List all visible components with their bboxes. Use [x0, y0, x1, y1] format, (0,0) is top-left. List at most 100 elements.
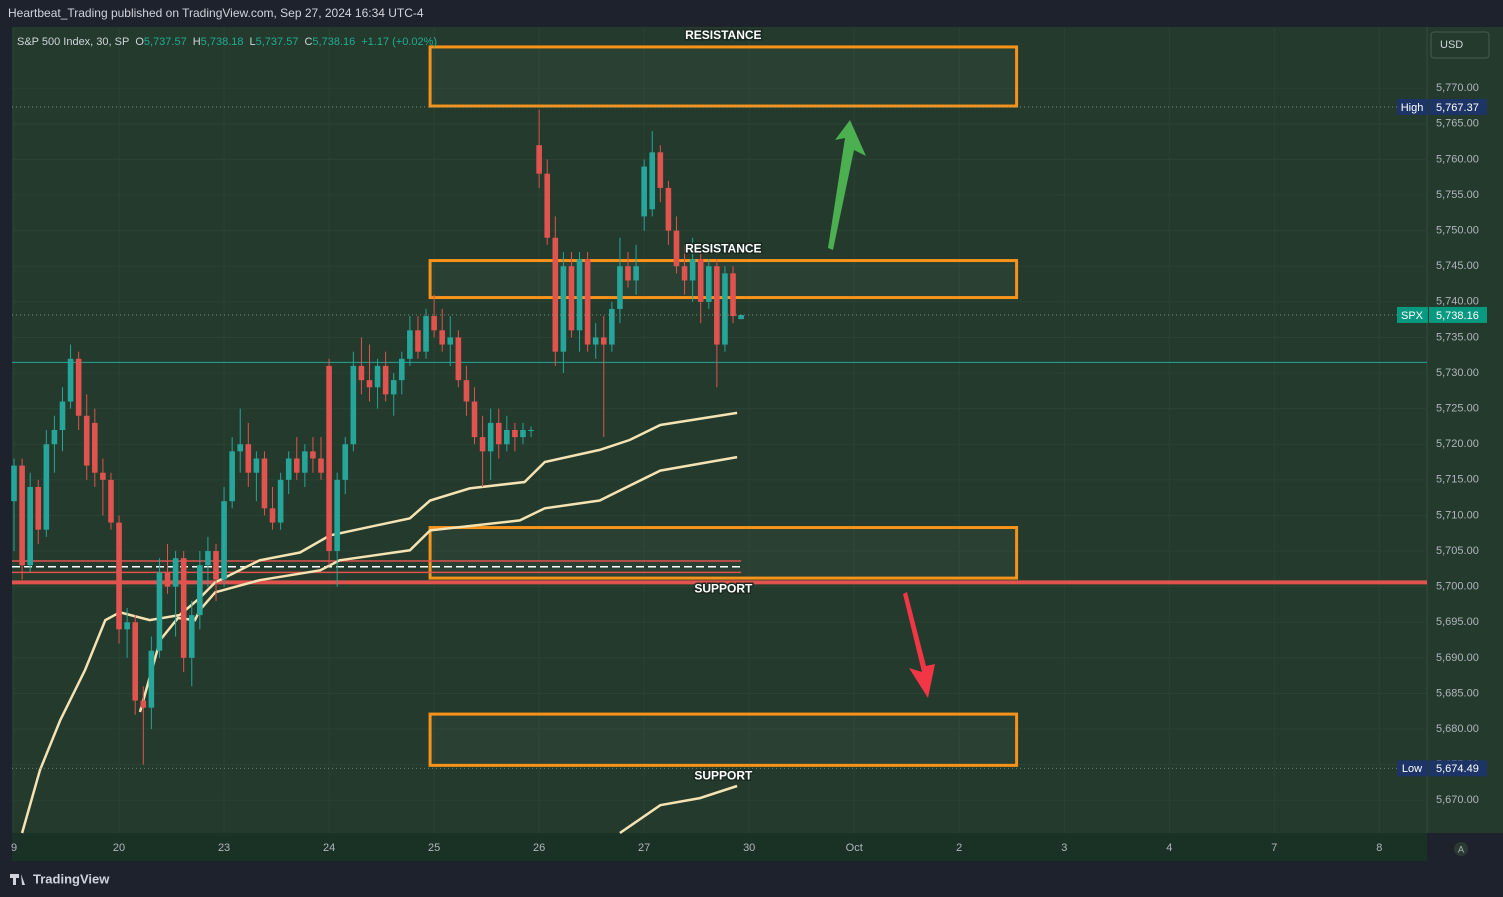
price-tag-name-bg [1397, 760, 1428, 777]
candle-body [544, 173, 551, 238]
price-tag-name-bg [1397, 306, 1428, 323]
candle-body [681, 266, 688, 281]
candle-body [277, 479, 284, 523]
candle-body [310, 451, 316, 459]
x-tick-label: 4 [1166, 842, 1172, 854]
x-tick-label: Oct [846, 842, 863, 854]
x-tick-label: 9 [11, 842, 17, 854]
candle-body [689, 259, 696, 281]
candle-body [738, 314, 744, 320]
y-tick-label: 5,710.00 [1436, 509, 1479, 521]
band-line [619, 784, 738, 835]
y-tick-label: 5,715.00 [1436, 474, 1479, 486]
candle-body [67, 358, 74, 402]
price-tag [1429, 760, 1487, 777]
candle-body [431, 316, 437, 331]
candle-body [245, 444, 252, 473]
candle-body [439, 330, 445, 345]
candle-body [334, 479, 340, 552]
y-tick-label: 5,730.00 [1436, 367, 1479, 379]
candle-body [293, 458, 300, 473]
candle-body [326, 365, 332, 552]
candle-body [213, 551, 219, 580]
candle-body [92, 422, 98, 473]
time-axis [12, 833, 1427, 861]
zone [428, 712, 1019, 767]
candle-body [27, 486, 33, 566]
x-tick-label: 2 [956, 842, 962, 854]
band-line [20, 411, 738, 834]
candle-body [11, 465, 17, 502]
y-tick-label: 5,750.00 [1436, 225, 1479, 237]
candle-body [592, 337, 599, 345]
x-tick-label: 20 [113, 842, 125, 854]
candle-body [487, 422, 494, 452]
candle-body [479, 437, 486, 452]
footer: TradingView [33, 871, 110, 886]
candle-body [132, 622, 139, 701]
candle-body [714, 266, 720, 345]
candle-body [366, 380, 373, 388]
x-tick-label: 8 [1376, 842, 1382, 854]
candle-body [697, 259, 704, 302]
zone [428, 45, 1019, 108]
y-tick-label: 5,735.00 [1436, 331, 1479, 343]
candle-body [180, 558, 187, 658]
x-tick-label: 30 [743, 842, 755, 854]
candle-body [520, 430, 526, 438]
candle-body [560, 266, 567, 352]
candle-body [253, 458, 260, 473]
price-tag-value: 5,738.16 [1436, 310, 1479, 322]
currency[interactable]: USD [1440, 39, 1463, 51]
price-tag-name: Low [1402, 763, 1422, 775]
auto-button[interactable] [1454, 842, 1468, 856]
y-tick-label: 5,695.00 [1436, 616, 1479, 628]
price-tag-name: High [1401, 102, 1424, 114]
candle-body [617, 266, 623, 309]
zone-label: SUPPORT [694, 769, 753, 783]
candle-body [382, 365, 389, 395]
x-tick-label: 27 [638, 842, 650, 854]
candle-body [302, 451, 308, 473]
candle-body [116, 522, 122, 630]
candle-body [43, 444, 50, 530]
zone-label: SUPPORT [694, 581, 753, 595]
logo [10, 874, 25, 885]
legend-o-text: 5,737.57 [144, 36, 187, 48]
candle-body [504, 430, 510, 445]
candle-body [51, 430, 58, 445]
candle-body [568, 266, 575, 331]
legend-c-text: 5,738.16 [312, 36, 355, 48]
price-tag-name-bg [1397, 98, 1428, 115]
zone-label: RESISTANCE [685, 242, 761, 256]
legend-symbol: S&P 500 Index, 30, SP [17, 36, 129, 48]
auto-label[interactable]: A [1458, 844, 1464, 854]
candle-body [536, 145, 542, 174]
y-tick-label: 5,725.00 [1436, 403, 1479, 415]
zone [428, 526, 1019, 580]
candle-body [358, 365, 365, 381]
candle-body [641, 166, 647, 217]
y-tick-label: 5,755.00 [1436, 189, 1479, 201]
price-axis [1427, 27, 1503, 833]
y-tick-label: 5,680.00 [1436, 723, 1479, 735]
candle-body [463, 380, 470, 402]
candle-body [59, 401, 66, 430]
y-tick-label: 5,690.00 [1436, 652, 1479, 664]
candle-body [108, 479, 114, 523]
candle-body [285, 458, 292, 480]
up-arrow [828, 120, 866, 250]
down-arrow [903, 592, 935, 698]
candle-body [269, 508, 276, 523]
price-tag [1429, 98, 1487, 115]
candle-body [633, 266, 639, 281]
candle-body [229, 451, 235, 502]
candle-body [512, 430, 518, 438]
candle-body [342, 444, 349, 480]
candle-body [261, 458, 268, 509]
candle-body [665, 187, 672, 231]
candle-body [447, 337, 454, 345]
x-tick-label: 26 [533, 842, 545, 854]
candle-body [730, 273, 736, 317]
currency-button[interactable] [1430, 31, 1490, 59]
